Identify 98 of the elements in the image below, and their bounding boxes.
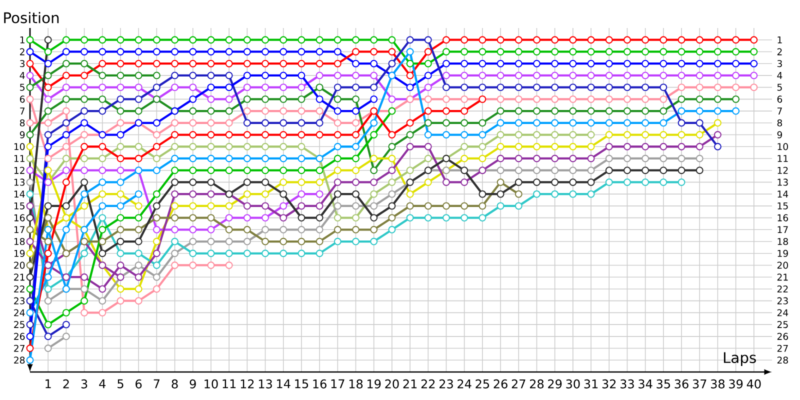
y-tick-label: 13 bbox=[14, 178, 25, 186]
y2-tick-label: 7 bbox=[778, 108, 782, 114]
x-tick-label: 16 bbox=[313, 379, 326, 388]
y-tick-label: 7 bbox=[20, 108, 24, 114]
y2-tick-label: 9 bbox=[777, 131, 782, 138]
y2-tick-label: 19 bbox=[778, 250, 788, 257]
x-tick-label: 15 bbox=[295, 379, 308, 388]
y2-tick-label: 3 bbox=[777, 60, 782, 68]
x-tick-label: 39 bbox=[729, 379, 743, 388]
y2-tick-label: 14 bbox=[778, 190, 788, 198]
y-tick-label: 4 bbox=[20, 72, 25, 79]
y2-tick-label: 26 bbox=[777, 332, 788, 340]
x-tick-label: 28 bbox=[530, 379, 544, 388]
y-tick-label: 15 bbox=[14, 202, 24, 210]
y-tick-label: 8 bbox=[20, 119, 25, 126]
y2-tick-label: 21 bbox=[777, 274, 788, 281]
x-tick-label: 8 bbox=[172, 379, 178, 388]
y-tick-label: 21 bbox=[14, 274, 24, 281]
x-tick-label: 3 bbox=[81, 379, 88, 388]
x-tick-label: 5 bbox=[118, 379, 124, 388]
x-tick-label: 20 bbox=[385, 379, 399, 388]
y2-tick-label: 5 bbox=[777, 84, 782, 91]
x-tick-label: 6 bbox=[136, 379, 142, 388]
y-tick-label: 2 bbox=[20, 48, 24, 56]
y2-tick-label: 27 bbox=[777, 344, 788, 352]
x-tick-label: 18 bbox=[349, 379, 363, 388]
x-tick-label: 9 bbox=[190, 379, 196, 388]
x-tick-label: 25 bbox=[476, 379, 490, 388]
x-tick-label: 34 bbox=[638, 379, 652, 388]
y-tick-label: 9 bbox=[20, 131, 25, 138]
x-axis-title: Laps bbox=[724, 352, 756, 366]
y2-tick-label: 28 bbox=[777, 356, 788, 364]
y2-tick-label: 22 bbox=[777, 286, 788, 292]
x-tick-label: 7 bbox=[154, 379, 160, 388]
x-tick-label: 35 bbox=[656, 379, 670, 388]
y-tick-label: 26 bbox=[14, 332, 25, 340]
y2-tick-label: 6 bbox=[777, 96, 782, 103]
x-tick-label: 11 bbox=[222, 379, 236, 388]
x-tick-label: 40 bbox=[746, 379, 761, 388]
y-tick-label: 24 bbox=[14, 309, 25, 316]
x-tick-label: 1 bbox=[46, 379, 51, 388]
y2-tick-label: 23 bbox=[777, 297, 788, 304]
x-tick-label: 37 bbox=[692, 379, 706, 388]
y2-tick-label: 15 bbox=[778, 202, 788, 210]
x-tick-label: 4 bbox=[99, 379, 106, 388]
y2-tick-label: 25 bbox=[777, 321, 788, 328]
y-tick-label: 5 bbox=[20, 84, 24, 91]
y-tick-label: 20 bbox=[14, 262, 25, 269]
x-tick-label: 29 bbox=[548, 379, 562, 388]
y2-tick-label: 18 bbox=[778, 238, 788, 246]
y2-tick-label: 10 bbox=[778, 143, 788, 150]
x-tick-label: 2 bbox=[63, 379, 69, 388]
y2-tick-label: 4 bbox=[777, 72, 782, 79]
x-tick-label: 24 bbox=[458, 379, 472, 388]
x-tick-label: 22 bbox=[421, 379, 435, 388]
x-tick-label: 10 bbox=[204, 379, 218, 388]
y2-tick-label: 17 bbox=[778, 226, 788, 234]
y-tick-label: 16 bbox=[14, 214, 25, 222]
x-tick-label: 14 bbox=[277, 379, 290, 388]
x-tick-label: 36 bbox=[674, 379, 688, 388]
y-tick-label: 6 bbox=[20, 96, 25, 103]
y2-tick-label: 24 bbox=[777, 309, 788, 316]
x-tick-label: 17 bbox=[331, 379, 344, 388]
y2-tick-label: 1 bbox=[778, 36, 782, 44]
y-tick-label: 28 bbox=[14, 356, 25, 364]
y-tick-label: 22 bbox=[14, 286, 24, 292]
y-tick-label: 14 bbox=[14, 190, 25, 198]
y-axis-title: Position bbox=[4, 12, 59, 24]
y2-tick-label: 12 bbox=[778, 166, 788, 174]
y-tick-label: 23 bbox=[14, 297, 25, 304]
y-tick-label: 18 bbox=[14, 238, 25, 246]
x-tick-label: 13 bbox=[258, 379, 272, 388]
y-tick-label: 1 bbox=[20, 36, 24, 44]
x-tick-label: 31 bbox=[584, 379, 598, 388]
y2-tick-label: 8 bbox=[777, 119, 782, 126]
x-tick-label: 21 bbox=[403, 379, 417, 388]
x-tick-label: 27 bbox=[512, 379, 526, 388]
y-tick-label: 3 bbox=[20, 60, 25, 68]
y-tick-label: 19 bbox=[14, 250, 25, 257]
x-tick-label: 12 bbox=[240, 379, 254, 388]
x-tick-label: 33 bbox=[620, 379, 634, 388]
y2-tick-label: 20 bbox=[777, 262, 788, 269]
y-tick-label: 10 bbox=[14, 143, 25, 150]
y-tick-label: 25 bbox=[14, 321, 24, 328]
y-tick-label: 27 bbox=[14, 344, 24, 352]
x-tick-label: 30 bbox=[566, 379, 580, 388]
x-tick-label: 32 bbox=[602, 379, 616, 388]
x-tick-label: 26 bbox=[494, 379, 508, 388]
y2-tick-label: 16 bbox=[778, 214, 788, 222]
y2-tick-label: 13 bbox=[778, 178, 788, 186]
x-tick-label: 38 bbox=[711, 379, 725, 388]
y2-tick-label: 2 bbox=[777, 48, 782, 56]
y-tick-label: 17 bbox=[14, 226, 24, 234]
y-tick-label: 11 bbox=[14, 155, 24, 162]
x-tick-label: 19 bbox=[368, 379, 381, 388]
y-tick-label: 12 bbox=[14, 166, 24, 174]
x-tick-label: 23 bbox=[439, 379, 453, 388]
y2-tick-label: 11 bbox=[778, 155, 788, 162]
